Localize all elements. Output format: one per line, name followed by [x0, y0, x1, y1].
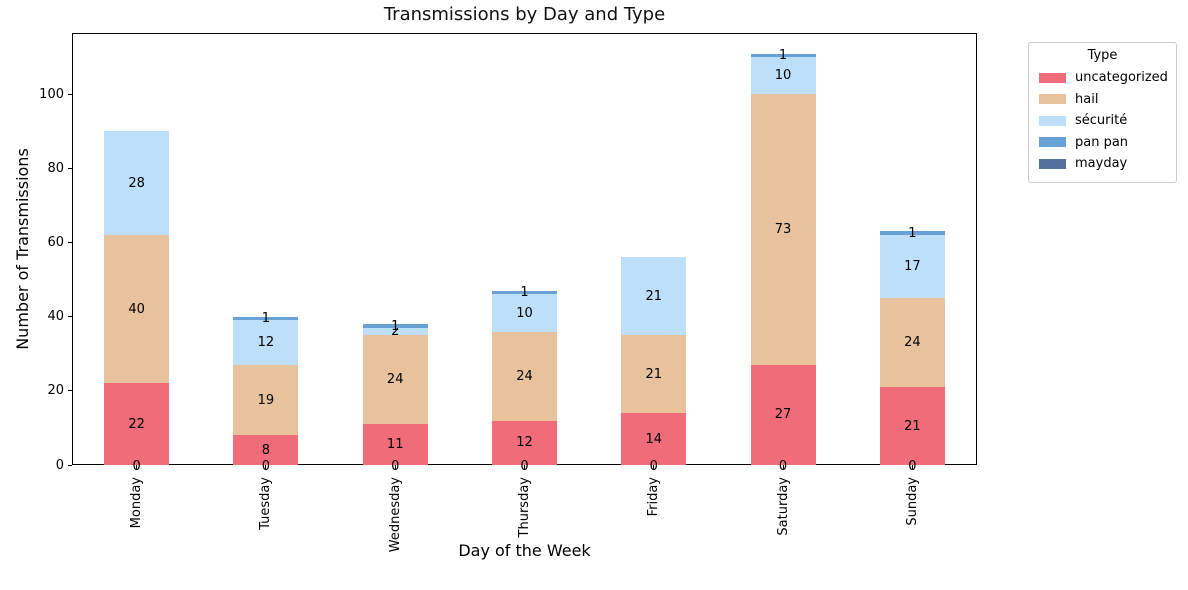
legend-item-sécurité: sécurité	[1037, 110, 1168, 132]
legend-item-pan-pan: pan pan	[1037, 132, 1168, 154]
bar-segment-sécurité	[104, 131, 170, 236]
bar-segment-pan-pan	[233, 316, 299, 321]
y-tick-mark	[68, 464, 72, 466]
y-tick-label: 60	[47, 235, 64, 251]
legend-swatch-icon	[1039, 94, 1066, 105]
legend-items: uncategorized hail sécurité pan pan mayday	[1037, 67, 1168, 175]
x-tick-mark	[265, 465, 267, 469]
legend-swatch-icon	[1039, 115, 1066, 126]
x-tick-label: Monday	[129, 477, 145, 529]
bar-segment-sécurité	[233, 320, 299, 365]
bar-segment-hail	[879, 298, 945, 388]
y-tick-label: 80	[47, 160, 64, 176]
y-tick-label: 40	[47, 309, 64, 325]
legend-title: Type	[1087, 48, 1118, 63]
bar-segment-uncategorized	[750, 364, 816, 465]
x-tick-mark	[653, 465, 655, 469]
bar-segment-uncategorized	[621, 413, 687, 465]
x-tick-mark	[136, 465, 138, 469]
legend-swatch-icon	[1039, 72, 1066, 83]
bar-segment-hail	[750, 94, 816, 365]
y-tick-mark	[68, 93, 72, 95]
x-tick-mark	[782, 465, 784, 469]
x-tick-label: Wednesday	[387, 477, 403, 553]
bar-segment-hail	[492, 331, 557, 421]
legend-label: uncategorized	[1075, 70, 1168, 86]
bar-segment-hail	[621, 335, 687, 414]
legend-label: pan pan	[1075, 134, 1129, 150]
y-tick-label: 100	[39, 86, 64, 102]
bar-segment-sécurité	[879, 235, 945, 299]
x-axis-label: Day of the Week	[458, 541, 591, 560]
y-tick-label: 20	[47, 383, 64, 399]
bar-segment-sécurité	[492, 294, 557, 332]
x-tick-label: Friday	[646, 477, 662, 517]
y-tick-mark	[68, 316, 72, 318]
legend-item-uncategorized: uncategorized	[1037, 67, 1168, 89]
x-tick-label: Thursday	[517, 477, 532, 538]
bar-segment-sécurité	[621, 257, 687, 336]
bar-segment-pan-pan	[492, 290, 557, 295]
x-tick-mark	[524, 465, 525, 469]
x-tick-mark	[394, 465, 396, 469]
legend-item-mayday: mayday	[1037, 153, 1168, 175]
bar-segment-uncategorized	[362, 424, 428, 465]
y-tick-mark	[68, 167, 72, 169]
y-tick-label: 0	[55, 457, 64, 473]
x-tick-mark	[911, 465, 913, 469]
legend-swatch-icon	[1039, 158, 1066, 169]
bar-segment-uncategorized	[233, 435, 299, 465]
bar-segment-uncategorized	[879, 387, 945, 465]
chart-title: Transmissions by Day and Type	[383, 4, 666, 25]
bar-segment-pan-pan	[879, 231, 945, 236]
legend: Type uncategorized hail sécurité pan pan may…	[1028, 42, 1177, 183]
bar-segment-sécurité	[362, 327, 428, 336]
legend-item-hail: hail	[1037, 89, 1168, 111]
x-tick-label: Tuesday	[258, 477, 274, 530]
bar-segment-uncategorized	[492, 420, 557, 465]
x-tick-label: Saturday	[775, 477, 791, 536]
bar-segment-pan-pan	[362, 324, 428, 328]
bar-segment-uncategorized	[104, 383, 170, 465]
legend-label: sécurité	[1075, 113, 1128, 129]
y-tick-mark	[68, 390, 72, 392]
bar-segment-hail	[362, 335, 428, 425]
bar-segment-pan-pan	[750, 53, 816, 58]
bar-segment-hail	[104, 235, 170, 384]
x-tick-label: Sunday	[904, 477, 920, 526]
bar-segment-hail	[233, 364, 299, 436]
bar-segment-sécurité	[750, 57, 816, 95]
legend-label: mayday	[1075, 156, 1128, 172]
y-tick-mark	[68, 242, 72, 244]
legend-label: hail	[1075, 91, 1099, 107]
legend-swatch-icon	[1039, 137, 1066, 148]
